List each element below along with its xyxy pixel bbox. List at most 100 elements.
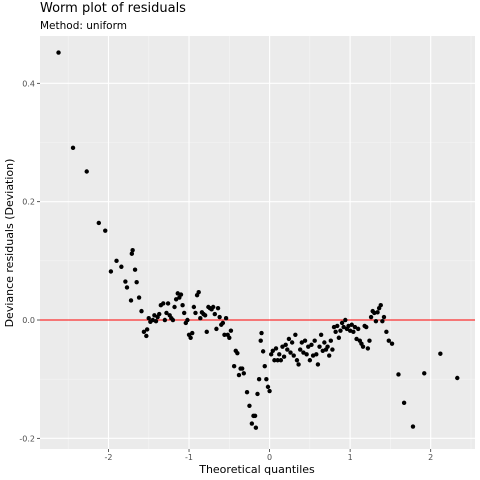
data-point bbox=[259, 331, 263, 335]
data-point bbox=[245, 390, 249, 394]
x-axis-ticks: -2 -1 0 1 2 bbox=[104, 449, 433, 462]
data-point bbox=[382, 315, 386, 319]
data-point bbox=[193, 311, 197, 315]
data-point bbox=[134, 280, 138, 284]
data-point bbox=[137, 295, 141, 299]
data-point bbox=[327, 353, 331, 357]
data-point bbox=[213, 312, 217, 316]
data-point bbox=[235, 351, 239, 355]
data-point bbox=[366, 346, 370, 350]
data-point bbox=[290, 340, 294, 344]
data-point bbox=[274, 346, 278, 350]
data-point bbox=[325, 344, 329, 348]
data-point bbox=[190, 331, 194, 335]
data-point bbox=[103, 228, 107, 232]
data-point bbox=[322, 340, 326, 344]
data-point bbox=[217, 315, 221, 319]
data-point bbox=[203, 313, 207, 317]
data-point bbox=[192, 305, 196, 309]
data-point bbox=[163, 318, 167, 322]
data-point bbox=[224, 316, 228, 320]
data-point bbox=[97, 221, 101, 225]
data-point bbox=[380, 319, 384, 323]
data-point bbox=[364, 325, 368, 329]
x-tick-label: -1 bbox=[185, 453, 193, 462]
data-point bbox=[221, 321, 225, 325]
data-point bbox=[356, 327, 360, 331]
data-point bbox=[279, 358, 283, 362]
data-point bbox=[139, 309, 143, 313]
data-point bbox=[154, 319, 158, 323]
data-point bbox=[422, 371, 426, 375]
data-point bbox=[384, 330, 388, 334]
y-tick-label: 0.0 bbox=[22, 316, 35, 325]
data-point bbox=[211, 305, 215, 309]
y-axis-label: Deviance residuals (Deviation) bbox=[3, 159, 16, 328]
data-point bbox=[304, 352, 308, 356]
data-point bbox=[229, 328, 233, 332]
data-point bbox=[303, 339, 307, 343]
data-point bbox=[267, 389, 271, 393]
data-point bbox=[182, 311, 186, 315]
data-point bbox=[232, 364, 236, 368]
data-point bbox=[285, 347, 289, 351]
data-point bbox=[261, 349, 265, 353]
data-point bbox=[247, 404, 251, 408]
data-point bbox=[295, 358, 299, 362]
data-point bbox=[109, 269, 113, 273]
data-point bbox=[390, 341, 394, 345]
data-point bbox=[343, 318, 347, 322]
data-point bbox=[250, 421, 254, 425]
data-point bbox=[133, 268, 137, 272]
data-point bbox=[283, 343, 287, 347]
data-point bbox=[338, 328, 342, 332]
data-point bbox=[455, 376, 459, 380]
data-point bbox=[56, 50, 60, 54]
data-point bbox=[402, 401, 406, 405]
data-point bbox=[166, 301, 170, 305]
x-tick-label: 0 bbox=[267, 453, 272, 462]
data-point bbox=[314, 352, 318, 356]
y-tick-label: -0.2 bbox=[19, 434, 35, 443]
x-tick-label: 2 bbox=[428, 453, 433, 462]
data-point bbox=[293, 333, 297, 337]
data-point bbox=[240, 366, 244, 370]
data-point bbox=[123, 279, 127, 283]
data-point bbox=[180, 303, 184, 307]
data-point bbox=[179, 292, 183, 296]
data-point bbox=[172, 305, 176, 309]
data-point bbox=[130, 248, 134, 252]
data-point bbox=[171, 318, 175, 322]
data-point bbox=[114, 259, 118, 263]
data-point bbox=[205, 330, 209, 334]
data-point bbox=[253, 414, 257, 418]
data-point bbox=[287, 337, 291, 341]
data-point bbox=[185, 318, 189, 322]
plot-panel bbox=[40, 36, 475, 449]
data-point bbox=[374, 319, 378, 323]
y-tick-label: 0.2 bbox=[22, 198, 35, 207]
data-point bbox=[144, 334, 148, 338]
data-point bbox=[129, 298, 133, 302]
data-point bbox=[296, 362, 300, 366]
data-point bbox=[214, 327, 218, 331]
data-point bbox=[198, 316, 202, 320]
data-point bbox=[257, 377, 261, 381]
data-point bbox=[351, 330, 355, 334]
data-point bbox=[333, 330, 337, 334]
data-point bbox=[292, 353, 296, 357]
data-point bbox=[387, 339, 391, 343]
data-point bbox=[411, 424, 415, 428]
data-point bbox=[298, 347, 302, 351]
data-point bbox=[125, 285, 129, 289]
data-point bbox=[237, 373, 241, 377]
data-point bbox=[335, 324, 339, 328]
data-point bbox=[375, 310, 379, 314]
data-point bbox=[316, 362, 320, 366]
x-axis-label: Theoretical quantiles bbox=[198, 463, 315, 476]
data-point bbox=[266, 385, 270, 389]
data-point bbox=[227, 336, 231, 340]
data-point bbox=[319, 333, 323, 337]
data-point bbox=[196, 290, 200, 294]
